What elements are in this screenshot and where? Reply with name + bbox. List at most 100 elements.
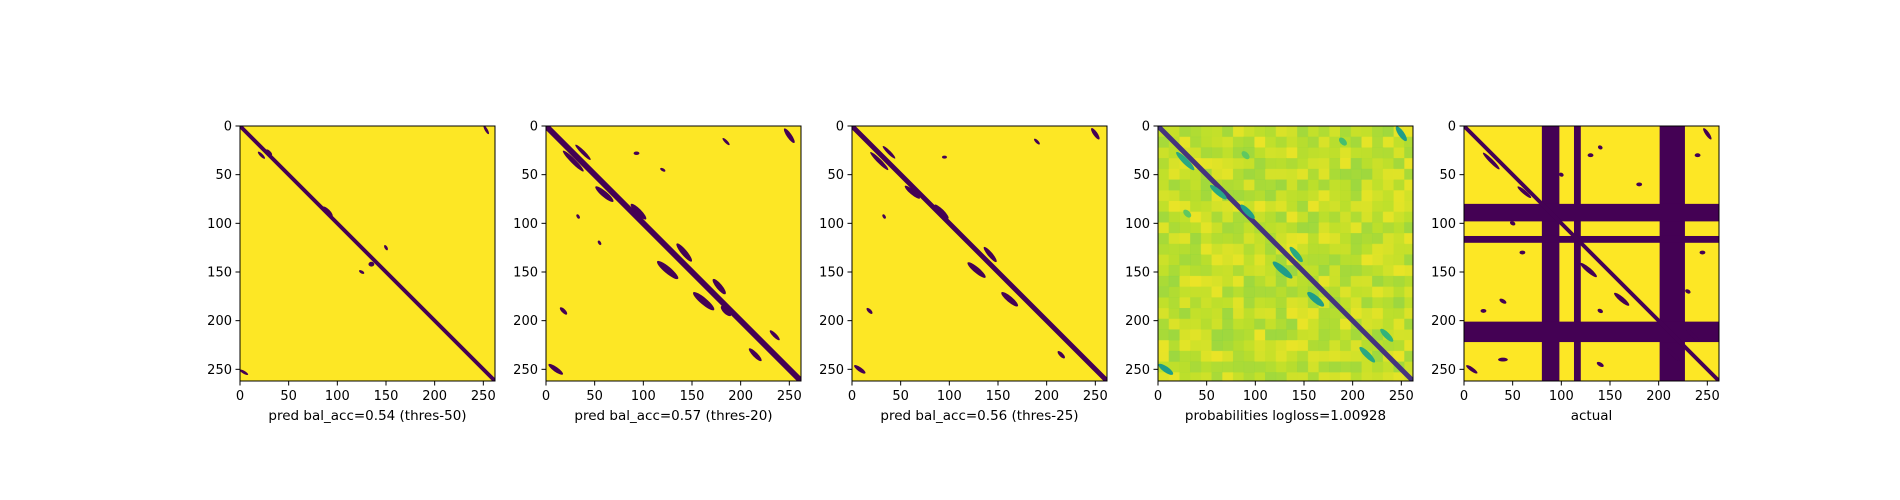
heatmap-feature	[1498, 357, 1508, 362]
y-tick-label: 50	[1133, 168, 1150, 183]
heatmap-cell	[1297, 286, 1309, 298]
heatmap-cell	[1329, 136, 1341, 148]
x-tick-label: 150	[986, 389, 1011, 404]
heatmap-cell	[1243, 200, 1255, 213]
heatmap-cell	[1307, 211, 1320, 223]
heatmap-cell	[1372, 243, 1384, 255]
heatmap-feature	[882, 214, 886, 219]
heatmap-cell	[1232, 136, 1245, 148]
heatmap-cell	[1372, 265, 1384, 277]
heatmap-cell	[1190, 329, 1202, 341]
heatmap-feature	[1596, 361, 1604, 368]
heatmap-cell	[1286, 158, 1298, 170]
x-tick-label: 100	[325, 389, 350, 404]
heatmap-cell	[1232, 222, 1245, 234]
heatmap-cell	[1200, 222, 1213, 234]
heatmap-cell	[1190, 318, 1202, 330]
x-tick-label: 100	[631, 389, 656, 404]
heatmap-cell	[1340, 297, 1352, 309]
heatmap-cell	[1200, 136, 1213, 148]
heatmap-feature	[693, 292, 715, 311]
heatmap-cell	[1361, 254, 1373, 266]
heatmap-feature	[1614, 292, 1630, 306]
heatmap-cell	[1329, 233, 1341, 245]
x-tick-label: 0	[542, 389, 550, 404]
heatmap-cell	[1179, 200, 1191, 213]
y-tick-label: 200	[207, 314, 232, 329]
heatmap-cell	[1361, 297, 1373, 309]
heatmap-cell	[1158, 190, 1170, 202]
heatmap-cell	[1318, 254, 1330, 266]
y-tick-label: 200	[819, 314, 844, 329]
heatmap-cell	[1265, 286, 1277, 298]
heatmap-cell	[1361, 233, 1373, 245]
heatmap-cell	[1222, 340, 1234, 352]
heatmap-cell	[1307, 350, 1320, 363]
heatmap-cell	[1329, 265, 1341, 277]
heatmap-cell	[1168, 361, 1180, 373]
heatmap-cell	[1404, 200, 1413, 213]
heatmap-cell	[1307, 318, 1320, 330]
heatmap-cell	[1318, 158, 1330, 170]
heatmap-cell	[1350, 361, 1362, 373]
heatmap-cell	[1168, 211, 1180, 223]
heatmap-cell	[1404, 340, 1413, 352]
heatmap-cell	[1404, 275, 1413, 288]
heatmap-cell	[1361, 275, 1373, 288]
heatmap-feature	[1482, 152, 1500, 170]
y-tick-label: 100	[513, 217, 538, 232]
heatmap-cell	[1254, 233, 1266, 245]
x-tick-label: 50	[1504, 389, 1521, 404]
heatmap-feature	[1636, 182, 1643, 187]
heatmap-cell	[1179, 211, 1191, 223]
heatmap-cell	[1307, 222, 1320, 234]
heatmap-cell	[1200, 158, 1213, 170]
heatmap-cell	[1361, 147, 1373, 159]
heatmap-cell	[1168, 179, 1180, 191]
heatmap-cell	[1318, 243, 1330, 255]
heatmap-cell	[1393, 265, 1405, 277]
heatmap-cell	[1265, 179, 1277, 191]
heatmap-cell	[1200, 318, 1213, 330]
y-tick-label: 100	[819, 217, 844, 232]
heatmap-cell	[1275, 350, 1287, 363]
heatmap-cell	[1361, 286, 1373, 298]
heatmap-cell	[1243, 233, 1255, 245]
y-tick-label: 200	[1431, 314, 1456, 329]
heatmap-cell	[1393, 275, 1405, 288]
heatmap-cell	[1222, 243, 1234, 255]
heatmap-cell	[1329, 243, 1341, 255]
heatmap-cell	[1168, 200, 1180, 213]
heatmap-cell	[1404, 147, 1413, 159]
heatmap-cell	[1265, 297, 1277, 309]
heatmap-feature	[1559, 172, 1564, 177]
heatmap-cell	[1286, 211, 1298, 223]
heatmap-cell	[1350, 158, 1362, 170]
heatmap-cell	[1393, 350, 1405, 363]
x-tick-label: 200	[1646, 389, 1671, 404]
heatmap-cell	[1318, 211, 1330, 223]
heatmap-feature	[676, 243, 693, 262]
heatmap-cell	[1179, 361, 1191, 373]
heatmap-cell	[1307, 243, 1320, 255]
heatmap-cell	[1393, 168, 1405, 181]
heatmap-cell	[1168, 275, 1180, 288]
x-tick-label: 200	[1034, 389, 1059, 404]
heatmap-feature	[1517, 186, 1532, 199]
heatmap-cell	[1286, 147, 1298, 159]
heatmap-feature	[882, 145, 896, 159]
heatmap-cell	[1232, 254, 1245, 266]
heatmap-cell	[1243, 265, 1255, 277]
heatmap-cell	[1372, 350, 1384, 363]
heatmap-cell	[1179, 179, 1191, 191]
heatmap-cell	[1361, 211, 1373, 223]
heatmap-cell	[1372, 286, 1384, 298]
heatmap-cell	[1297, 190, 1309, 202]
heatmap-cell	[1340, 243, 1352, 255]
heatmap-cell	[1158, 233, 1170, 245]
heatmap-cell	[1200, 243, 1213, 255]
heatmap-cell	[1350, 233, 1362, 245]
heatmap-cell	[1286, 190, 1298, 202]
heatmap-feature	[576, 214, 580, 219]
heatmap-cell	[1404, 254, 1413, 266]
